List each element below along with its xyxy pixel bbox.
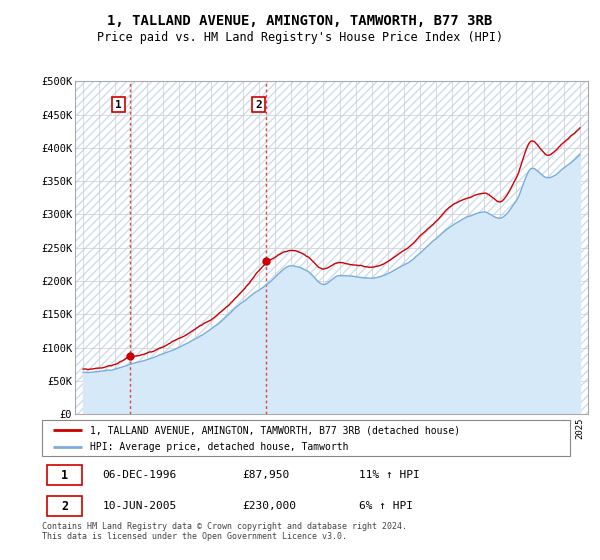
FancyBboxPatch shape xyxy=(47,496,82,516)
Text: 6% ↑ HPI: 6% ↑ HPI xyxy=(359,501,413,511)
FancyBboxPatch shape xyxy=(47,465,82,485)
Text: 1, TALLAND AVENUE, AMINGTON, TAMWORTH, B77 3RB: 1, TALLAND AVENUE, AMINGTON, TAMWORTH, B… xyxy=(107,14,493,28)
Text: 1: 1 xyxy=(115,100,122,110)
Text: 06-DEC-1996: 06-DEC-1996 xyxy=(103,470,177,480)
Text: £230,000: £230,000 xyxy=(242,501,296,511)
Text: HPI: Average price, detached house, Tamworth: HPI: Average price, detached house, Tamw… xyxy=(89,442,348,452)
Text: 2: 2 xyxy=(61,500,68,513)
Text: 11% ↑ HPI: 11% ↑ HPI xyxy=(359,470,419,480)
Text: Price paid vs. HM Land Registry's House Price Index (HPI): Price paid vs. HM Land Registry's House … xyxy=(97,31,503,44)
Text: 2: 2 xyxy=(255,100,262,110)
Text: £87,950: £87,950 xyxy=(242,470,290,480)
Text: Contains HM Land Registry data © Crown copyright and database right 2024.
This d: Contains HM Land Registry data © Crown c… xyxy=(42,522,407,542)
Text: 1, TALLAND AVENUE, AMINGTON, TAMWORTH, B77 3RB (detached house): 1, TALLAND AVENUE, AMINGTON, TAMWORTH, B… xyxy=(89,425,460,435)
Text: 10-JUN-2005: 10-JUN-2005 xyxy=(103,501,177,511)
Text: 1: 1 xyxy=(61,469,68,482)
FancyBboxPatch shape xyxy=(42,420,570,456)
